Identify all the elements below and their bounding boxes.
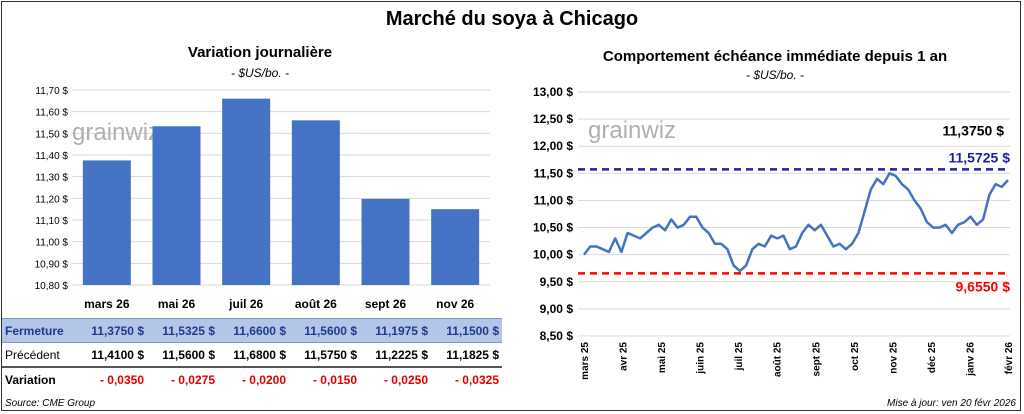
bar [152, 126, 201, 285]
x-tick-label: avr 25 [619, 342, 630, 371]
high-value-label: 11,5725 $ [948, 149, 1010, 165]
table-cell: 11,1825 $ [446, 347, 499, 362]
table-cell: 11,1975 $ [360, 318, 431, 343]
table-cell: 11,4100 $ [91, 347, 144, 362]
watermark-logo: grainwiz [588, 117, 676, 144]
x-tick-label: août 25 [773, 342, 784, 377]
x-category-label: sept 26 [365, 297, 407, 311]
bar [82, 160, 131, 285]
y-tick-label: 11,10 $ [35, 216, 68, 227]
table-cell: - 0,0325 [431, 366, 502, 391]
x-tick-label: mars 25 [580, 342, 591, 380]
table-cell: 11,3750 $ [76, 318, 147, 343]
y-tick-label: 12,00 $ [533, 139, 573, 153]
table-row-variation: Variation - 0,0350 - 0,0275 - 0,0200 - 0… [2, 366, 502, 391]
y-tick-label: 10,80 $ [35, 281, 69, 292]
y-tick-label: 13,00 $ [533, 85, 573, 99]
x-category-label: août 26 [295, 297, 337, 311]
bar [431, 209, 480, 285]
x-category-label: mars 26 [84, 297, 130, 311]
row-label: Précédent [5, 347, 60, 362]
left-chart-subtitle: - $US/bo. - [230, 66, 290, 80]
x-tick-label: déc 25 [927, 342, 938, 374]
y-tick-label: 10,00 $ [533, 248, 573, 262]
source-note: Source: CME Group [5, 398, 96, 409]
low-value-label: 9,6550 $ [956, 278, 1011, 294]
update-note: Mise à jour: ven 20 févr 2026 [887, 398, 1016, 409]
x-category-label: juil 26 [228, 297, 263, 311]
y-tick-label: 9,00 $ [540, 302, 574, 316]
y-tick-label: 11,50 $ [35, 129, 68, 140]
right-chart-subtitle: - $US/bo. - [745, 68, 805, 82]
x-tick-label: oct 25 [850, 342, 861, 371]
row-label: Variation [2, 366, 76, 391]
line-chart: 8,50 $ 9,00 $ 9,50 $ 10,00 $ 10,50 $ 11,00 $ 1… [533, 85, 1015, 380]
price-table: Fermeture 11,3750 $ 11,5325 $ 11,6600 $ … [2, 318, 502, 391]
y-tick-label: 11,30 $ [35, 173, 68, 184]
left-chart-title: Variation journalière [187, 44, 333, 61]
bar-chart: 10,80 $ 10,90 $ 11,00 $ 11,10 $ 11,20 $ 11,30… [35, 86, 490, 311]
y-tick-label: 11,50 $ [534, 166, 574, 180]
table-cell: - 0,0275 [147, 366, 218, 391]
x-tick-label: févr 26 [1004, 342, 1015, 375]
bar [222, 98, 271, 286]
x-category-label: nov 26 [436, 297, 474, 311]
table-cell: 11,6600 $ [218, 318, 289, 343]
y-tick-label: 11,70 $ [35, 86, 68, 97]
table-cell: - 0,0250 [360, 366, 431, 391]
right-chart-title: Comportement échéance immédiate depuis 1… [602, 48, 948, 65]
table-cell: - 0,0350 [76, 366, 147, 391]
y-tick-label: 12,50 $ [533, 112, 573, 126]
x-tick-label: nov 25 [888, 342, 899, 374]
y-tick-label: 10,90 $ [35, 259, 69, 270]
x-tick-label: juin 25 [696, 342, 707, 375]
table-cell: 11,6800 $ [233, 347, 286, 362]
table-cell: 11,5600 $ [289, 318, 360, 343]
y-tick-label: 8,50 $ [540, 329, 574, 343]
y-tick-label: 11,40 $ [35, 151, 68, 162]
table-row-precedent: Précédent 11,4100 $ 11,5600 $ 11,6800 $ … [2, 343, 502, 368]
table-cell: 11,5750 $ [304, 347, 357, 362]
y-tick-label: 11,60 $ [35, 108, 68, 119]
table-row-fermeture: Fermeture 11,3750 $ 11,5325 $ 11,6600 $ … [2, 318, 502, 343]
last-price-label: 11,3750 $ [942, 122, 1004, 138]
x-tick-label: juil 25 [734, 342, 745, 372]
table-cell: - 0,0200 [218, 366, 289, 391]
watermark-logo: grainwiz [72, 119, 160, 146]
row-label: Fermeture [2, 318, 76, 343]
bar [361, 198, 410, 285]
x-tick-label: janv 26 [965, 342, 976, 377]
y-tick-label: 11,00 $ [35, 238, 68, 249]
y-tick-label: 9,50 $ [540, 275, 574, 289]
y-tick-label: 10,50 $ [533, 221, 573, 235]
table-cell: 11,2225 $ [375, 347, 428, 362]
x-tick-label: sept 25 [811, 342, 822, 377]
table-cell: 11,1500 $ [431, 318, 502, 343]
y-tick-label: 11,20 $ [35, 194, 68, 205]
table-cell: 11,5600 $ [162, 347, 215, 362]
x-category-label: mai 26 [158, 297, 196, 311]
table-cell: - 0,0150 [289, 366, 360, 391]
table-cell: 11,5325 $ [147, 318, 218, 343]
price-line [583, 172, 1009, 273]
page-title: Marché du soya à Chicago [385, 8, 639, 30]
bar [291, 120, 340, 285]
y-tick-label: 11,00 $ [534, 193, 574, 207]
x-tick-label: mai 25 [657, 342, 668, 374]
